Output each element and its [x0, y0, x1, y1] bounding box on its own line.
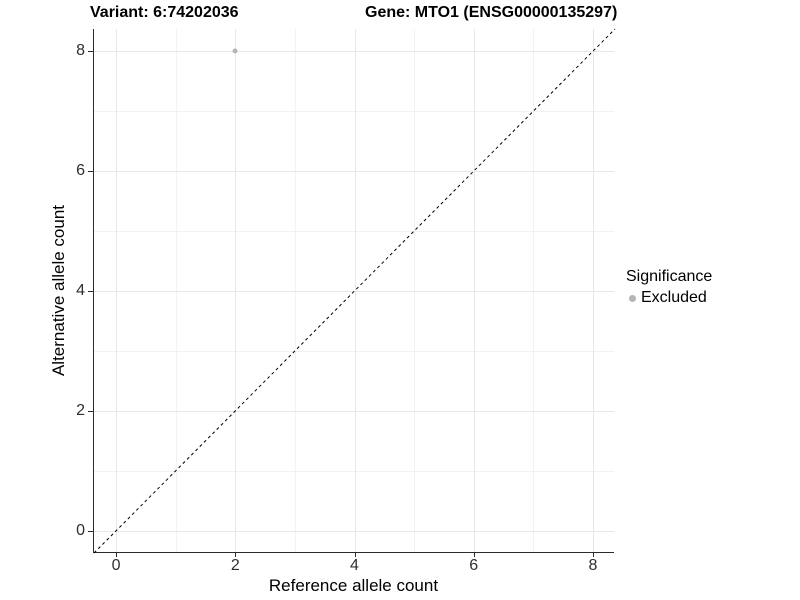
y-axis-title: Alternative allele count	[44, 29, 74, 553]
x-axis-tick	[116, 552, 118, 557]
y-axis-tick	[88, 51, 93, 53]
y-gridline-minor	[94, 231, 614, 233]
x-gridline-minor	[414, 29, 416, 552]
y-tick-label: 8	[76, 42, 85, 60]
y-tick-label: 0	[76, 521, 85, 539]
y-gridline-major	[94, 171, 614, 173]
y-tick-label: 4	[76, 282, 85, 299]
x-gridline-major	[473, 29, 475, 552]
identity-line-layer	[93, 28, 616, 554]
legend-item-label: Excluded	[641, 289, 707, 306]
y-gridline-minor	[94, 111, 614, 113]
x-tick-label: 4	[350, 557, 359, 574]
x-axis-tick	[473, 552, 475, 557]
x-tick-label: 0	[111, 557, 121, 574]
y-axis-tick	[88, 410, 93, 412]
x-tick-label: 8	[588, 557, 598, 574]
y-axis-tick	[88, 530, 93, 532]
x-axis-tick	[235, 552, 237, 557]
x-gridline-major	[354, 29, 356, 552]
y-axis-title-text: Alternative allele count	[49, 205, 68, 377]
legend-title: Significance	[626, 268, 713, 285]
y-gridline-minor	[94, 350, 614, 352]
x-gridline-major	[592, 29, 594, 552]
variant-title: Variant: 6:74202036	[90, 4, 239, 21]
identity-dashed-line	[93, 28, 616, 554]
plot-panel: 0 2 4 6 8 0 2 4 6 8	[76, 28, 616, 574]
x-axis-tick	[354, 552, 356, 557]
legend: Significance Excluded	[626, 268, 712, 307]
y-axis-tick	[88, 291, 93, 292]
x-axis-tick	[592, 552, 594, 557]
gene-title: Gene: MTO1 (ENSG00000135297)	[365, 4, 618, 21]
x-gridline-major	[116, 29, 118, 552]
y-gridline-major	[94, 410, 614, 412]
x-gridline-minor	[175, 29, 177, 552]
y-gridline-minor	[94, 470, 614, 472]
y-gridline-major	[94, 530, 614, 532]
x-gridline-minor	[294, 29, 296, 552]
legend-item-excluded: Excluded	[626, 289, 712, 307]
y-tick-label: 6	[76, 162, 85, 180]
x-gridline-major	[235, 29, 237, 552]
x-tick-label: 6	[469, 557, 479, 574]
y-tick-label: 2	[76, 401, 85, 419]
data-point	[232, 48, 238, 54]
y-axis-tick	[88, 171, 93, 173]
y-gridline-major	[94, 51, 614, 53]
x-axis-title: Reference allele count	[268, 576, 439, 595]
x-tick-label: 2	[230, 557, 240, 574]
x-gridline-minor	[533, 29, 535, 552]
excluded-point-icon	[629, 294, 636, 302]
